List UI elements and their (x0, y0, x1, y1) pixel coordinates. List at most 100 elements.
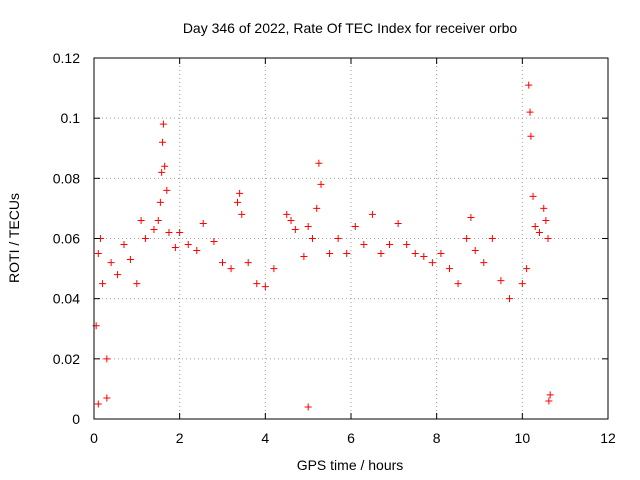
y-tick-label: 0.02 (53, 351, 80, 367)
data-point (150, 225, 158, 233)
data-point (386, 241, 394, 249)
data-point (103, 394, 111, 402)
data-point (184, 241, 192, 249)
data-point (518, 280, 526, 288)
data-point (159, 120, 167, 128)
data-point (535, 228, 543, 236)
data-point (156, 198, 164, 206)
x-tick-label: 0 (90, 430, 98, 446)
x-tick-label: 12 (600, 430, 616, 446)
data-point (545, 397, 553, 405)
data-point (199, 219, 207, 227)
data-point (531, 222, 539, 230)
x-tick-label: 4 (261, 430, 269, 446)
data-point (544, 235, 552, 242)
y-tick-label: 0.06 (53, 231, 80, 247)
data-point (542, 216, 550, 224)
data-point (233, 198, 241, 206)
data-point (471, 247, 479, 255)
data-point (546, 391, 554, 399)
data-point (236, 189, 244, 197)
data-point (126, 256, 134, 264)
data-point (326, 250, 334, 258)
data-point (137, 216, 145, 224)
x-tick-labels: 0 2 4 6 8 10 12 (90, 430, 616, 446)
data-point (163, 186, 171, 194)
data-point (210, 238, 218, 246)
data-point (343, 250, 351, 258)
x-tick-label: 10 (515, 430, 531, 446)
y-tick-labels: 0 0.02 0.04 0.06 0.08 0.1 0.12 (53, 50, 80, 427)
data-point (171, 244, 179, 252)
data-points (92, 81, 554, 411)
data-point (158, 168, 166, 176)
data-point (94, 400, 102, 408)
data-point (525, 81, 533, 89)
data-point (540, 204, 548, 212)
data-point (368, 210, 376, 218)
data-point (161, 162, 169, 170)
y-tick-label: 0 (72, 411, 80, 427)
data-point (446, 265, 454, 273)
data-point (437, 250, 445, 258)
data-point (114, 271, 122, 279)
data-point (403, 241, 411, 249)
data-point (261, 283, 269, 291)
data-point (304, 222, 312, 230)
data-point (238, 210, 246, 218)
data-point (141, 235, 149, 242)
data-point (308, 235, 316, 242)
data-point (193, 247, 201, 255)
data-point (107, 259, 115, 267)
data-point (99, 280, 107, 288)
data-point (283, 210, 291, 218)
grid-lines (94, 58, 608, 419)
y-tick-label: 0.04 (53, 291, 80, 307)
data-point (527, 132, 535, 140)
data-point (526, 108, 534, 116)
data-point (219, 259, 226, 267)
y-axis-label: ROTI / TECUs (6, 193, 22, 283)
data-point (253, 280, 261, 288)
data-point (505, 295, 513, 303)
data-point (227, 265, 235, 273)
data-point (420, 253, 428, 261)
data-point (497, 277, 505, 285)
data-point (334, 235, 342, 242)
chart-title: Day 346 of 2022, Rate Of TEC Index for r… (183, 20, 518, 36)
data-point (317, 180, 325, 188)
data-point (270, 265, 278, 273)
data-point (165, 228, 173, 236)
data-point (176, 228, 184, 236)
data-point (523, 265, 531, 273)
data-point (360, 241, 368, 249)
data-point (480, 259, 488, 267)
data-point (291, 225, 299, 233)
data-point (159, 138, 167, 146)
data-point (154, 216, 162, 224)
data-point (315, 159, 323, 167)
data-point (454, 280, 462, 288)
data-point (244, 259, 252, 267)
x-tick-label: 2 (176, 430, 184, 446)
data-point (394, 219, 402, 227)
x-tick-label: 6 (347, 430, 355, 446)
data-point (120, 241, 128, 249)
x-axis-label: GPS time / hours (297, 457, 404, 473)
data-point (94, 250, 102, 258)
data-point (304, 403, 312, 411)
data-point (463, 235, 471, 242)
y-tick-label: 0.08 (53, 170, 80, 186)
data-point (133, 280, 141, 288)
data-point (428, 259, 436, 267)
data-point (287, 216, 295, 224)
data-point (103, 355, 111, 363)
data-point (488, 235, 496, 242)
y-tick-label: 0.1 (61, 110, 81, 126)
data-point (529, 192, 537, 200)
data-point (300, 253, 308, 261)
data-point (377, 250, 385, 258)
y-tick-label: 0.12 (53, 50, 80, 66)
data-point (313, 204, 321, 212)
